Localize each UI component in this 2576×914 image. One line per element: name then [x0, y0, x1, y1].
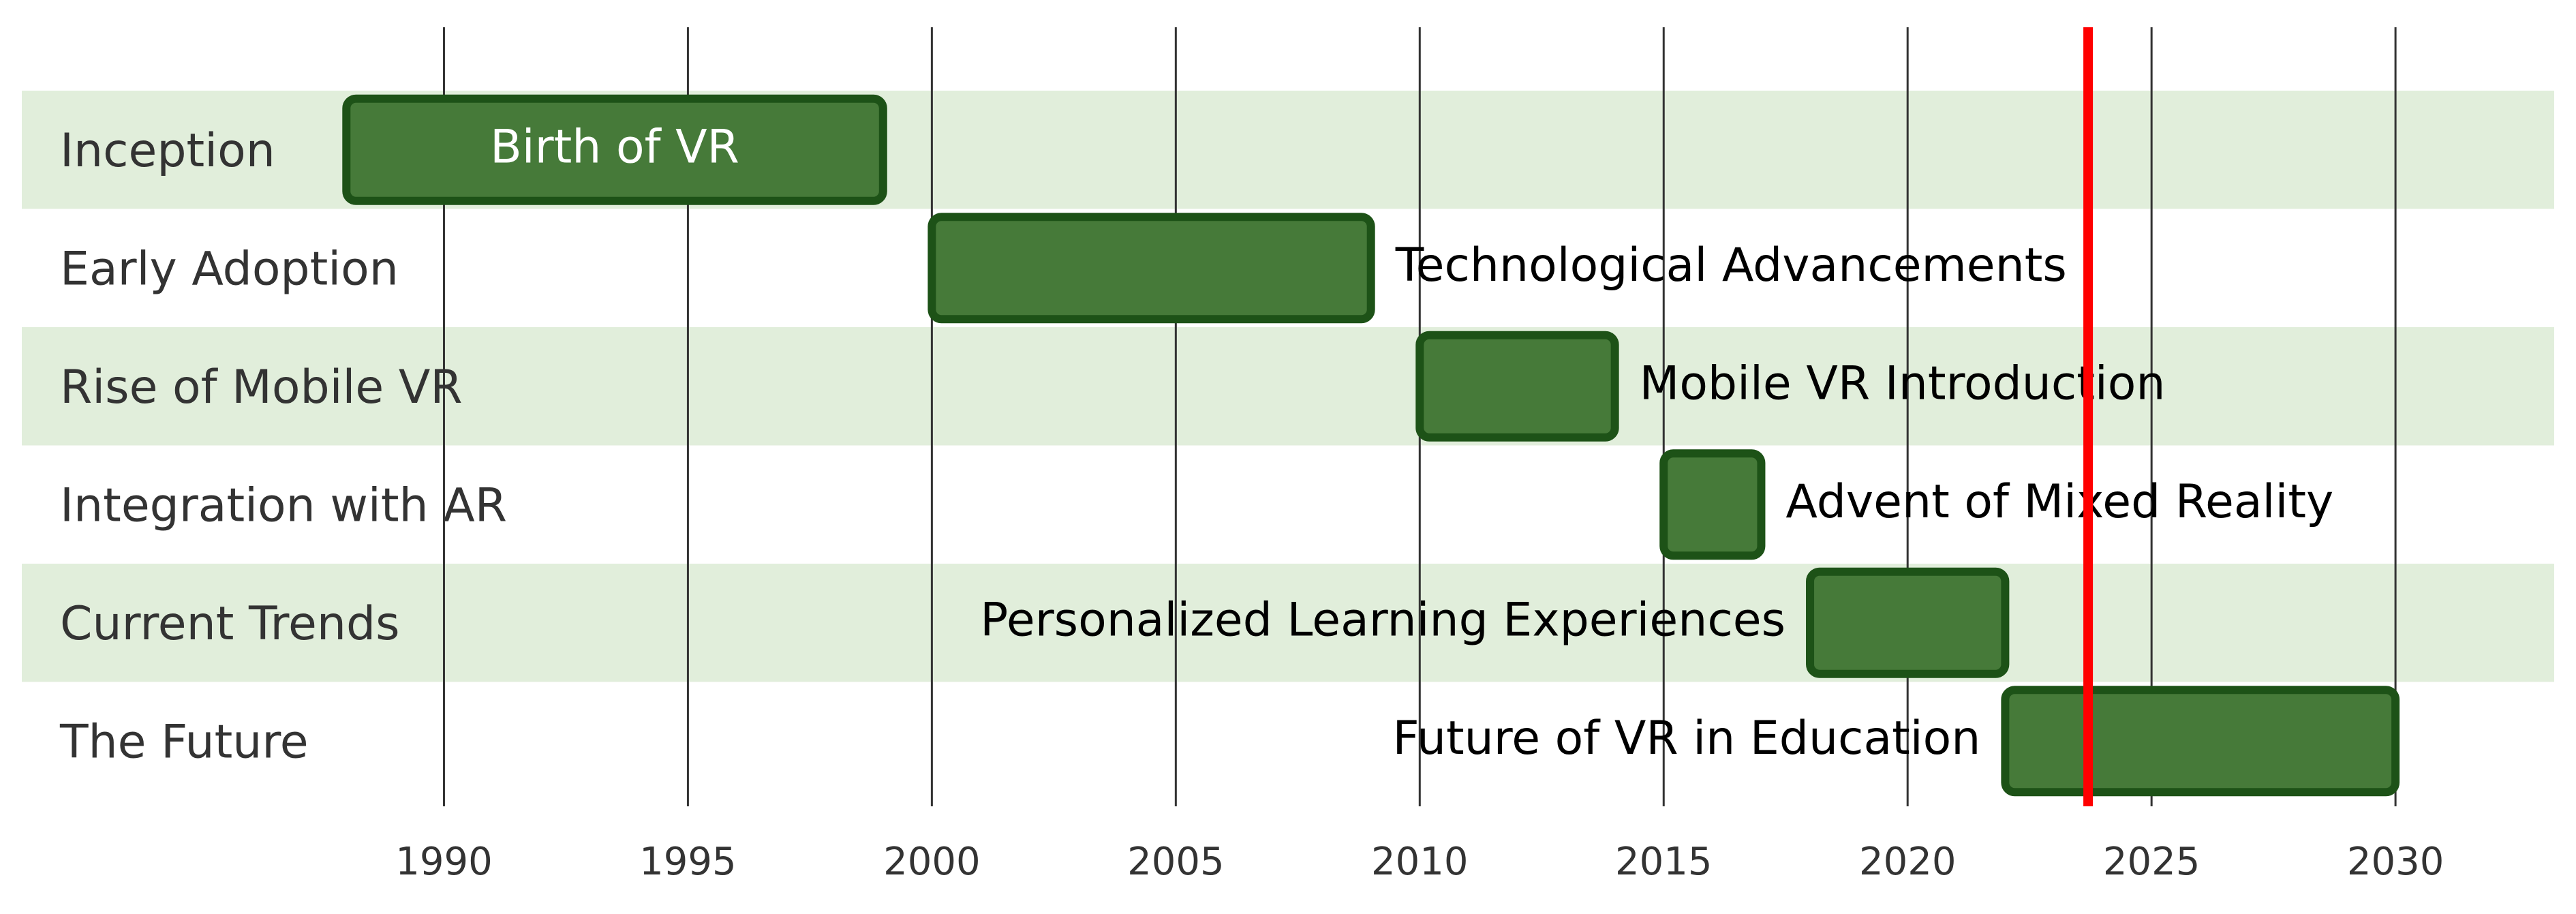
section-labels: Inception Early Adoption Rise of Mobile VR…	[59, 124, 507, 770]
tick-label: 2015	[1615, 840, 1713, 884]
x-axis-ticks: 1990 1995 2000 2005 2010 2015 2020 2025 2030	[395, 840, 2444, 884]
section-label: Integration with AR	[60, 478, 507, 532]
task-bar	[342, 94, 887, 205]
task-bar	[2001, 686, 2400, 797]
task-bar	[1806, 567, 2010, 678]
tick-label: 1990	[395, 840, 493, 884]
tick-label: 2010	[1371, 840, 1469, 884]
task-label: Future of VR in Education	[1393, 712, 1981, 765]
section-label: The Future	[59, 715, 309, 769]
tick-label: 1995	[639, 840, 737, 884]
section-label: Rise of Mobile VR	[60, 361, 463, 414]
section-label: Early Adoption	[60, 242, 399, 296]
tick-label: 2025	[2103, 840, 2201, 884]
task-label: Advent of Mixed Reality	[1785, 475, 2333, 529]
task-label: Personalized Learning Experiences	[980, 593, 1785, 647]
tick-label: 2005	[1127, 840, 1225, 884]
tick-label: 2020	[1859, 840, 1957, 884]
task-bar	[1659, 449, 1766, 560]
task-bar	[1415, 331, 1619, 442]
task-label: Technological Advancements	[1395, 239, 2067, 292]
task-label: Mobile VR Introduction	[1640, 356, 2166, 410]
task-bars: Birth of VR Technological Advancements Mob…	[342, 94, 2400, 797]
tick-label: 2030	[2347, 840, 2444, 884]
task-label: Birth of VR	[490, 120, 739, 174]
section-label: Current Trends	[60, 597, 400, 651]
section-label: Inception	[60, 124, 275, 178]
task-bar	[927, 213, 1375, 324]
tick-label: 2000	[883, 840, 981, 884]
